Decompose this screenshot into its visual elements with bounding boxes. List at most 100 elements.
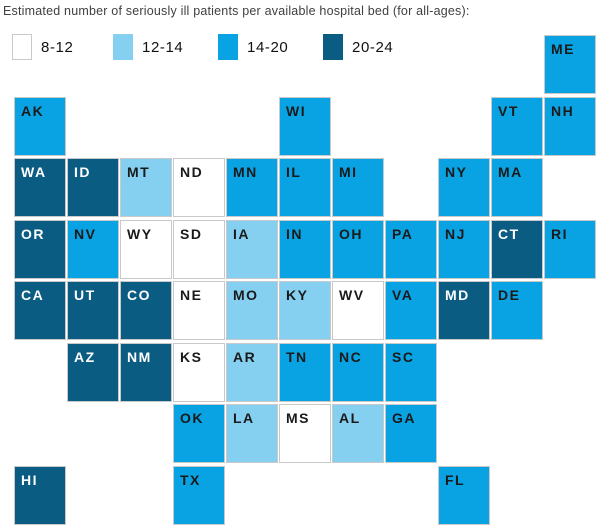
state-tile-ut: UT	[67, 281, 119, 340]
legend-swatch-12-14	[113, 34, 133, 60]
legend-label: 12-14	[142, 38, 184, 56]
state-tile-fl: FL	[438, 466, 490, 525]
state-tile-la: LA	[226, 404, 278, 463]
state-tile-ct: CT	[491, 220, 543, 279]
state-abbr-label: DE	[498, 287, 521, 303]
state-abbr-label: SC	[392, 349, 415, 365]
legend-swatch-8-12	[12, 34, 32, 60]
state-abbr-label: NC	[339, 349, 363, 365]
state-abbr-label: NE	[180, 287, 203, 303]
state-tile-nm: NM	[120, 343, 172, 402]
state-tile-mo: MO	[226, 281, 278, 340]
state-tile-sd: SD	[173, 220, 225, 279]
state-abbr-label: MS	[286, 410, 310, 426]
state-tile-wv: WV	[332, 281, 384, 340]
legend-item-12-14: 12-14	[113, 34, 183, 60]
state-tile-oh: OH	[332, 220, 384, 279]
legend-label: 8-12	[41, 38, 74, 56]
state-tile-tx: TX	[173, 466, 225, 525]
state-tile-me: ME	[544, 35, 596, 94]
chart-title: Estimated number of seriously ill patien…	[3, 4, 470, 18]
state-abbr-label: TX	[180, 472, 201, 488]
state-tile-or: OR	[14, 220, 66, 279]
legend-label: 20-24	[352, 38, 394, 56]
state-tile-mn: MN	[226, 158, 278, 217]
state-abbr-label: OK	[180, 410, 204, 426]
state-abbr-label: AZ	[74, 349, 96, 365]
state-tile-il: IL	[279, 158, 331, 217]
legend-swatch-14-20	[218, 34, 238, 60]
state-tile-ne: NE	[173, 281, 225, 340]
state-tile-al: AL	[332, 404, 384, 463]
state-tile-mt: MT	[120, 158, 172, 217]
state-tile-ky: KY	[279, 281, 331, 340]
state-tile-ny: NY	[438, 158, 490, 217]
state-abbr-label: CT	[498, 226, 520, 242]
state-abbr-label: NH	[551, 103, 575, 119]
state-abbr-label: FL	[445, 472, 466, 488]
state-abbr-label: NM	[127, 349, 152, 365]
state-abbr-label: OH	[339, 226, 363, 242]
state-abbr-label: AL	[339, 410, 361, 426]
state-abbr-label: OR	[21, 226, 45, 242]
state-tile-ms: MS	[279, 404, 331, 463]
state-abbr-label: NY	[445, 164, 468, 180]
state-tile-mi: MI	[332, 158, 384, 217]
state-abbr-label: GA	[392, 410, 416, 426]
state-tile-nj: NJ	[438, 220, 490, 279]
state-tile-nd: ND	[173, 158, 225, 217]
state-abbr-label: WY	[127, 226, 153, 242]
state-abbr-label: VT	[498, 103, 519, 119]
state-abbr-label: TN	[286, 349, 308, 365]
state-abbr-label: NV	[74, 226, 97, 242]
state-tile-wi: WI	[279, 97, 331, 156]
state-abbr-label: HI	[21, 472, 38, 488]
state-abbr-label: VA	[392, 287, 414, 303]
state-tile-id: ID	[67, 158, 119, 217]
legend-item-14-20: 14-20	[218, 34, 288, 60]
state-tile-vt: VT	[491, 97, 543, 156]
state-tile-pa: PA	[385, 220, 437, 279]
state-abbr-label: PA	[392, 226, 414, 242]
state-abbr-label: IL	[286, 164, 302, 180]
state-tile-de: DE	[491, 281, 543, 340]
state-abbr-label: CA	[21, 287, 45, 303]
state-abbr-label: SD	[180, 226, 203, 242]
state-tile-tn: TN	[279, 343, 331, 402]
state-abbr-label: ID	[74, 164, 91, 180]
state-abbr-label: KY	[286, 287, 309, 303]
state-tile-in: IN	[279, 220, 331, 279]
legend: 8-12 12-14 14-20 20-24	[0, 34, 600, 60]
state-tile-ak: AK	[14, 97, 66, 156]
state-tile-ks: KS	[173, 343, 225, 402]
state-tile-ri: RI	[544, 220, 596, 279]
state-abbr-label: CO	[127, 287, 151, 303]
state-abbr-label: NJ	[445, 226, 466, 242]
state-abbr-label: IA	[233, 226, 250, 242]
state-tile-ca: CA	[14, 281, 66, 340]
state-tile-az: AZ	[67, 343, 119, 402]
state-abbr-label: IN	[286, 226, 303, 242]
state-abbr-label: ND	[180, 164, 204, 180]
state-abbr-label: WI	[286, 103, 307, 119]
state-abbr-label: MD	[445, 287, 470, 303]
state-abbr-label: RI	[551, 226, 568, 242]
state-tile-co: CO	[120, 281, 172, 340]
state-abbr-label: WA	[21, 164, 47, 180]
state-abbr-label: MA	[498, 164, 523, 180]
state-abbr-label: AR	[233, 349, 257, 365]
state-abbr-label: UT	[74, 287, 96, 303]
state-tile-sc: SC	[385, 343, 437, 402]
legend-swatch-20-24	[323, 34, 343, 60]
state-abbr-label: ME	[551, 41, 575, 57]
legend-item-20-24: 20-24	[323, 34, 393, 60]
state-abbr-label: LA	[233, 410, 255, 426]
state-tile-wy: WY	[120, 220, 172, 279]
state-abbr-label: AK	[21, 103, 45, 119]
state-abbr-label: MN	[233, 164, 258, 180]
state-tile-ar: AR	[226, 343, 278, 402]
state-abbr-label: MT	[127, 164, 151, 180]
state-tile-va: VA	[385, 281, 437, 340]
